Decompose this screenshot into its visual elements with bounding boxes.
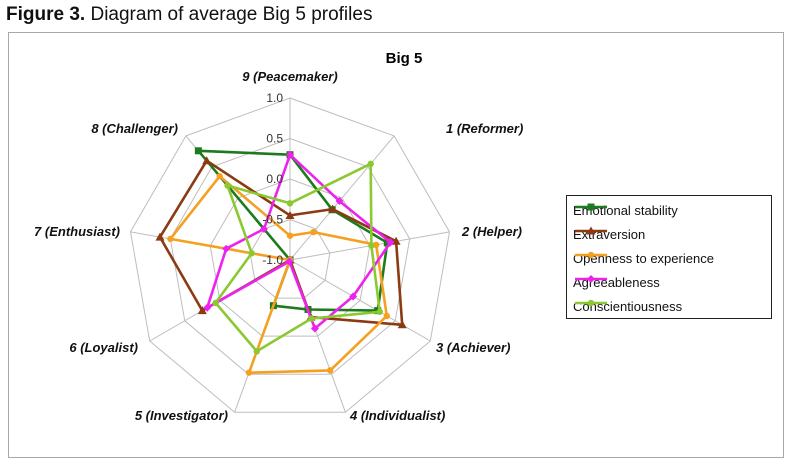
series-line	[205, 153, 392, 330]
category-label: 8 (Challenger)	[91, 121, 178, 136]
tick-label: 0.5	[266, 132, 283, 146]
grid-ring	[129, 97, 451, 413]
figure-caption-text: Diagram of average Big 5 profiles	[90, 4, 373, 25]
category-label: 5 (Investigator)	[135, 408, 228, 423]
data-point	[383, 312, 391, 320]
legend-swatch	[575, 275, 607, 283]
category-label: 6 (Loyalist)	[69, 340, 138, 355]
data-point	[248, 250, 255, 257]
data-point	[310, 324, 319, 333]
category-label: 7 (Enthusiast)	[34, 224, 120, 239]
data-point	[253, 348, 260, 355]
data-point	[285, 257, 294, 266]
data-point	[326, 367, 334, 374]
data-point	[376, 308, 383, 316]
data-point	[286, 200, 294, 207]
data-point	[372, 241, 380, 249]
data-point	[367, 160, 374, 168]
category-label: 1 (Reformer)	[446, 121, 523, 136]
grid-ring	[249, 218, 331, 299]
data-point	[285, 210, 295, 219]
legend-swatch	[575, 203, 607, 211]
data-point	[368, 242, 375, 249]
series-line	[169, 174, 389, 375]
tick-label: 0.0	[266, 172, 283, 186]
legend: Emotional stability Extraversion Openness …	[566, 195, 772, 319]
legend-swatch	[575, 226, 607, 235]
tick-label: -0.5	[262, 213, 283, 227]
legend-swatch	[575, 299, 607, 307]
legend-item: Emotional stability	[573, 200, 678, 220]
data-point	[203, 303, 212, 312]
data-point	[155, 232, 165, 241]
legend-item: Extraversion	[573, 224, 645, 244]
tick-label: 1.0	[266, 91, 283, 105]
legend-item: Agreeableness	[573, 272, 660, 292]
category-label: 9 (Peacemaker)	[242, 69, 337, 84]
data-point	[286, 150, 294, 159]
figure-label: Figure 3.	[6, 4, 86, 25]
data-point	[224, 182, 231, 189]
category-label: 4 (Individualist)	[349, 408, 445, 423]
figure-caption: Figure 3. Diagram of average Big 5 profi…	[6, 4, 372, 26]
data-point	[386, 238, 395, 247]
data-point	[328, 204, 338, 213]
category-label: 2 (Helper)	[461, 224, 522, 239]
data-point	[197, 306, 207, 315]
grid-ring	[169, 137, 411, 375]
data-point	[259, 224, 268, 233]
data-point	[202, 156, 212, 165]
tick-label: -1.0	[262, 253, 283, 267]
data-point	[222, 244, 231, 253]
data-point	[212, 299, 219, 307]
category-label: 3 (Achiever)	[436, 340, 510, 355]
legend-item: Openness to experience	[573, 248, 714, 268]
data-point	[308, 315, 315, 322]
data-point	[397, 320, 407, 329]
data-point	[335, 197, 344, 206]
data-point	[310, 228, 317, 236]
data-point	[286, 232, 294, 239]
chart-frame	[8, 32, 784, 458]
legend-swatch	[575, 251, 607, 259]
data-point	[349, 292, 358, 301]
legend-label: Openness to experience	[573, 250, 714, 266]
legend-item: Conscientiousness	[573, 296, 682, 316]
chart-title: Big 5	[386, 50, 423, 67]
data-point	[194, 147, 202, 155]
axis-spoke	[289, 135, 395, 261]
data-point	[167, 235, 174, 243]
axis-spoke	[289, 259, 431, 342]
data-point	[216, 173, 223, 180]
series-line	[214, 162, 382, 353]
data-point	[245, 369, 253, 376]
